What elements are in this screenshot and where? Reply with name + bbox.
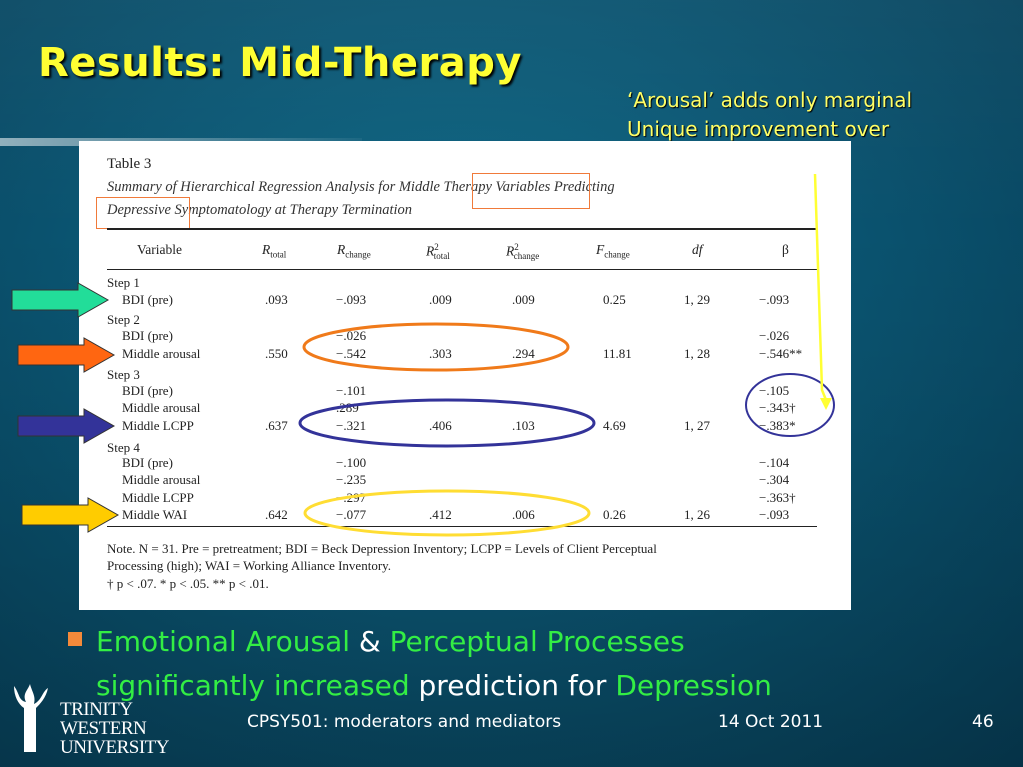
logo-text-line-3: UNIVERSITY <box>60 737 170 758</box>
cell-beta: −.383* <box>759 418 796 433</box>
table-label: Table 3 <box>107 156 152 172</box>
cell-r-change: .289 <box>336 400 359 415</box>
cell-beta: −.546** <box>759 346 803 361</box>
cell-r-change: −.077 <box>336 507 367 522</box>
row-variable: Middle arousal <box>122 346 201 361</box>
cell-r-total: .637 <box>265 418 288 433</box>
cell-f-change: 4.69 <box>603 418 626 433</box>
row-variable: Middle LCPP <box>122 418 194 433</box>
bullet-emotional-arousal: Emotional Arousal <box>96 625 351 658</box>
logo-text-line-1: TRINITY <box>60 699 133 720</box>
row-variable: BDI (pre) <box>122 328 173 343</box>
bullet-prediction-for: prediction for <box>409 669 616 702</box>
row-variable: BDI (pre) <box>122 455 173 470</box>
cell-r-total: .093 <box>265 292 288 307</box>
cell-r2-change: .009 <box>512 292 535 307</box>
footer-page-number: 46 <box>972 712 994 732</box>
cell-beta: −.105 <box>759 383 790 398</box>
step-label-2: Step 2 <box>107 312 140 327</box>
table-note-line-2: Processing (high); WAI = Working Allianc… <box>107 558 392 573</box>
cell-r-change: −.101 <box>336 383 367 398</box>
cell-r-change: −.297 <box>336 490 367 505</box>
cell-f-change: 0.26 <box>603 507 626 522</box>
cell-df: 1, 28 <box>684 346 710 361</box>
cell-r-change: −.321 <box>336 418 367 433</box>
university-logo: TRINITY WESTERN UNIVERSITY <box>6 680 186 765</box>
arrow-step1-teal <box>11 282 110 318</box>
cell-r2-total: .406 <box>429 418 452 433</box>
cell-r-change: −.026 <box>336 328 367 343</box>
regression-table: Table 3 Summary of Hierarchical Regressi… <box>79 141 851 610</box>
highlight-box-middle-therapy <box>472 173 590 209</box>
header-r-total: Rtotal <box>262 242 287 260</box>
cell-r-total: .550 <box>265 346 288 361</box>
header-rule <box>107 269 817 270</box>
cell-r-total: .642 <box>265 507 288 522</box>
cell-f-change: 0.25 <box>603 292 626 307</box>
cell-r2-change: .103 <box>512 418 535 433</box>
cell-beta: −.093 <box>759 292 790 307</box>
cell-df: 1, 27 <box>684 418 710 433</box>
cell-beta: −.104 <box>759 455 790 470</box>
cell-f-change: 11.81 <box>603 346 632 361</box>
cell-r-change: −.100 <box>336 455 367 470</box>
row-variable: Middle WAI <box>122 507 188 522</box>
table-caption-line-2: Depressive Symptomatology at Therapy Ter… <box>107 202 413 218</box>
table-note-line-3: † p < .07. * p < .05. ** p < .01. <box>107 576 269 591</box>
cell-r2-change: .294 <box>512 346 535 361</box>
header-df: df <box>692 242 703 257</box>
row-variable: Middle arousal <box>122 400 201 415</box>
logo-text-line-2: WESTERN <box>60 718 147 739</box>
row-variable: Middle LCPP <box>122 490 194 505</box>
cell-r-change: −.542 <box>336 346 367 361</box>
cell-r2-total: .412 <box>429 507 452 522</box>
bullet-ampersand: & <box>350 625 390 658</box>
header-r-change: Rchange <box>337 242 371 260</box>
step-label-4: Step 4 <box>107 440 140 455</box>
regression-table-image: Table 3 Summary of Hierarchical Regressi… <box>79 141 851 610</box>
table-note-line-1: Note. N = 31. Pre = pretreatment; BDI = … <box>107 541 657 556</box>
bullet-square-icon <box>68 632 82 646</box>
step-label-3: Step 3 <box>107 367 140 382</box>
header-f-change: Fchange <box>596 242 630 260</box>
table-caption-line-1: Summary of Hierarchical Regression Analy… <box>107 179 615 195</box>
cell-beta: −.343† <box>759 400 796 415</box>
cell-beta: −.304 <box>759 472 790 487</box>
header-r2-total: R2total <box>426 242 450 262</box>
highlight-box-depressive <box>96 197 190 229</box>
cell-r-change: −.235 <box>336 472 367 487</box>
step-label-1: Step 1 <box>107 275 140 290</box>
slide-title: Results: Mid-Therapy <box>38 40 522 86</box>
row-variable: BDI (pre) <box>122 383 173 398</box>
bullet-point: Emotional Arousal & Perceptual Processes… <box>96 620 772 708</box>
cell-r2-change: .006 <box>512 507 535 522</box>
row-variable: BDI (pre) <box>122 292 173 307</box>
cell-beta: −.093 <box>759 507 790 522</box>
annotation-line-1: ‘Arousal’ adds only marginal <box>627 88 913 112</box>
annotation-line-2: Unique improvement over <box>627 117 890 141</box>
arrow-step4-yellow <box>21 497 120 533</box>
cell-r-change: −.093 <box>336 292 367 307</box>
bullet-depression: Depression <box>615 669 772 702</box>
footer-course: CPSY501: moderators and mediators <box>247 712 562 732</box>
cell-df: 1, 29 <box>684 292 710 307</box>
cell-df: 1, 26 <box>684 507 710 522</box>
bullet-significantly-increased: significantly increased <box>96 669 410 702</box>
cell-r2-total: .009 <box>429 292 452 307</box>
table-bottom-rule <box>107 526 817 527</box>
header-variable: Variable <box>137 242 182 257</box>
header-r2-change: R2change <box>506 242 540 262</box>
table-top-rule <box>107 228 817 230</box>
arrow-step2-orange <box>17 337 116 373</box>
cell-r2-total: .303 <box>429 346 452 361</box>
footer-date: 14 Oct 2011 <box>718 712 824 732</box>
arrow-step3-navy <box>17 408 116 444</box>
row-variable: Middle arousal <box>122 472 201 487</box>
cell-beta: −.026 <box>759 328 790 343</box>
bullet-perceptual-processes: Perceptual Processes <box>389 625 685 658</box>
cell-beta: −.363† <box>759 490 796 505</box>
logo-emblem-icon <box>14 684 48 752</box>
header-beta: β <box>782 242 789 257</box>
